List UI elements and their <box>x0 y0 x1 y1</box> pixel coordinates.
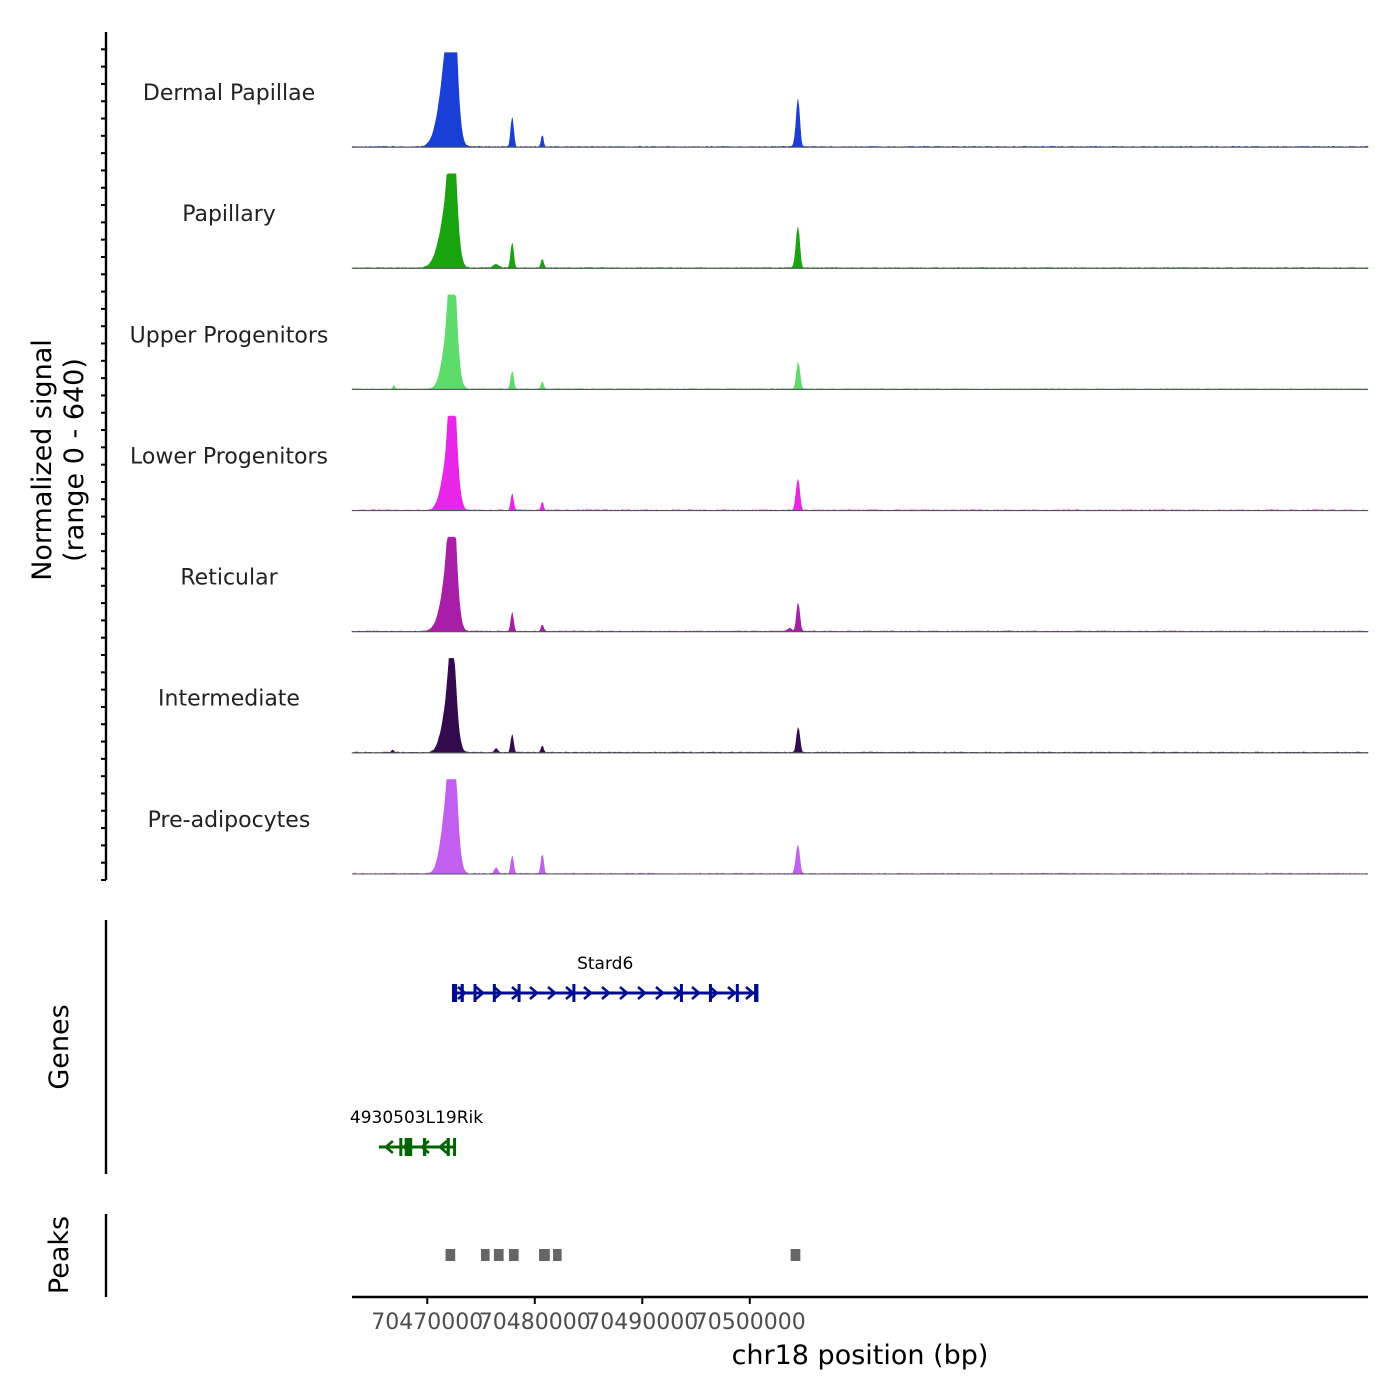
strand-arrow <box>547 986 557 1000</box>
track-label: Pre-adipocytes <box>148 808 311 833</box>
x-axis-tick-label: 70500000 <box>694 1310 806 1335</box>
genes-y-axis-title: Genes <box>44 1004 75 1089</box>
x-axis-title: chr18 position (bp) <box>732 1340 989 1371</box>
gene-exon <box>453 1138 457 1156</box>
gene-label: Stard6 <box>577 954 633 974</box>
gene-exon <box>754 984 759 1002</box>
gene-model: 4930503L19Rik <box>350 1108 483 1156</box>
track-label: Papillary <box>182 202 276 227</box>
gene-exon <box>679 984 683 1002</box>
strand-arrow <box>727 986 737 1000</box>
strand-arrow <box>493 986 503 1000</box>
coverage-area <box>351 779 1369 875</box>
gene-exon <box>572 984 576 1002</box>
track-label: Dermal Papillae <box>143 81 315 106</box>
gene-exon <box>399 1138 403 1156</box>
peaks-y-axis-title: Peaks <box>44 1216 75 1294</box>
gene-exon <box>460 984 464 1002</box>
strand-arrow <box>437 1140 448 1154</box>
coverage-track: Dermal Papillae <box>143 52 1369 148</box>
x-axis-tick-label: 70480000 <box>479 1310 591 1335</box>
strand-arrow <box>691 986 701 1000</box>
strand-arrow <box>619 986 629 1000</box>
peak-interval <box>493 1249 504 1261</box>
strand-arrow <box>419 1140 430 1154</box>
strand-arrow <box>383 1140 394 1154</box>
track-label: Intermediate <box>158 687 300 712</box>
gene-exon <box>451 984 455 1002</box>
strand-arrow <box>637 986 647 1000</box>
x-axis-tick-label: 70470000 <box>371 1310 483 1335</box>
coverage-area <box>351 536 1369 633</box>
peak-interval <box>481 1249 490 1261</box>
strand-arrow <box>475 986 485 1000</box>
coverage-y-axis-title-line1: Normalized signal <box>27 339 58 581</box>
gene-model: Stard6 <box>451 954 759 1002</box>
track-label: Upper Progenitors <box>130 323 329 348</box>
peak-interval <box>508 1249 519 1261</box>
gene-exon <box>492 984 496 1002</box>
gene-label: 4930503L19Rik <box>350 1108 483 1128</box>
strand-arrow <box>709 986 719 1000</box>
coverage-track: Lower Progenitors <box>130 415 1369 512</box>
coverage-area <box>351 52 1369 148</box>
coverage-track: Papillary <box>182 173 1369 269</box>
strand-arrow <box>745 986 755 1000</box>
coverage-track: Pre-adipocytes <box>148 779 1369 875</box>
gene-exon <box>446 1138 450 1156</box>
x-axis-tick-label: 70490000 <box>586 1310 698 1335</box>
gene-exon <box>517 984 521 1002</box>
gene-exon <box>708 984 712 1002</box>
coverage-track: Intermediate <box>158 658 1369 754</box>
strand-arrow <box>583 986 593 1000</box>
gene-exon <box>735 984 739 1002</box>
strand-arrow <box>529 986 539 1000</box>
coverage-area <box>351 658 1369 754</box>
strand-arrow <box>457 986 467 1000</box>
gene-exon <box>473 984 477 1002</box>
peak-interval <box>790 1249 801 1261</box>
strand-arrow <box>601 986 611 1000</box>
coverage-track: Upper Progenitors <box>130 294 1369 390</box>
gene-exon <box>404 1138 413 1156</box>
coverage-track: Reticular <box>180 536 1369 633</box>
peak-interval <box>445 1249 456 1261</box>
peak-interval <box>539 1249 550 1261</box>
peak-interval <box>553 1249 562 1261</box>
coverage-area <box>351 294 1369 390</box>
track-label: Reticular <box>180 566 278 591</box>
gene-exon <box>454 984 458 1002</box>
coverage-area <box>351 415 1369 511</box>
coverage-area <box>351 173 1369 269</box>
strand-arrow <box>655 986 665 1000</box>
track-label: Lower Progenitors <box>130 444 328 469</box>
gene-exon <box>422 1138 427 1156</box>
coverage-y-axis-title-line2: (range 0 - 640) <box>59 358 90 562</box>
